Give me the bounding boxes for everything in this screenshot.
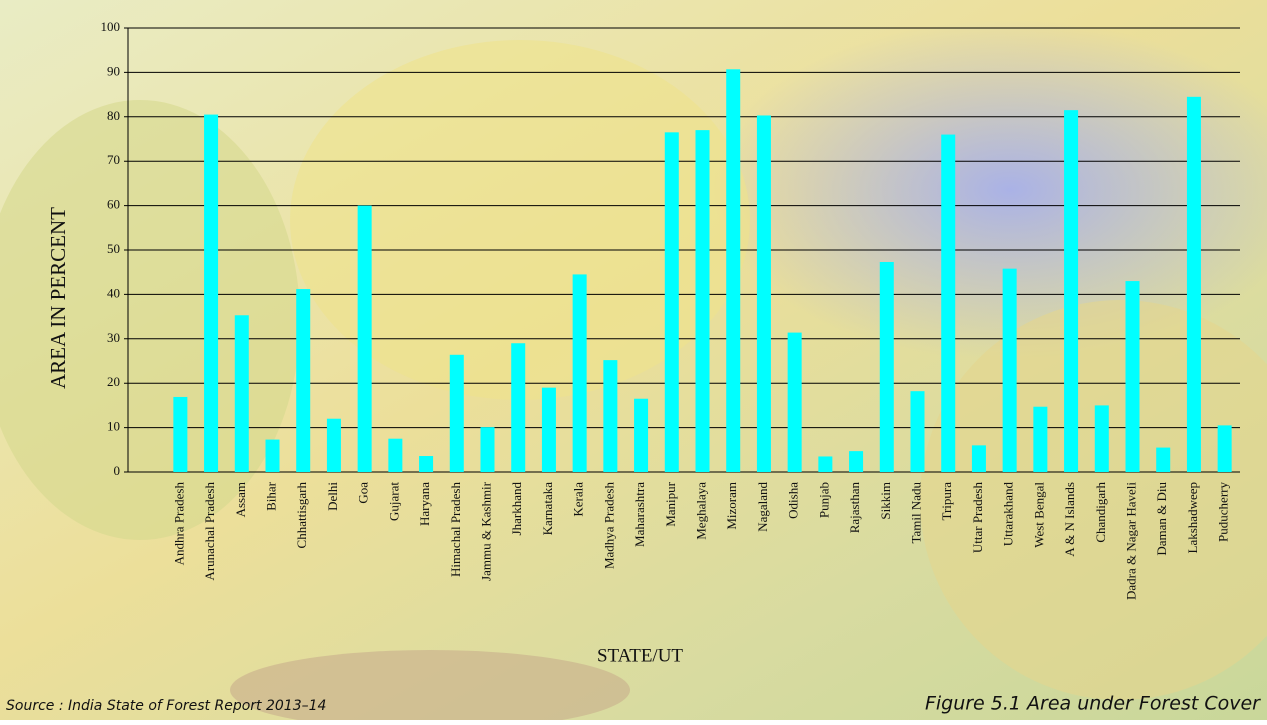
x-tick-label: Puducherry [1216, 482, 1231, 542]
bar [603, 360, 618, 472]
bar [879, 261, 894, 472]
bar [419, 456, 434, 472]
y-tick-label: 0 [114, 463, 121, 478]
y-tick-label: 80 [107, 108, 120, 123]
y-tick-label: 30 [107, 330, 120, 345]
bar [1217, 425, 1232, 472]
x-tick-label: Himachal Pradesh [448, 482, 463, 577]
bar [695, 130, 710, 472]
x-tick-label: Sikkim [878, 482, 893, 520]
bar [1064, 110, 1079, 472]
bar [234, 315, 249, 472]
caption: Figure 5.1 Area under Forest Cover [925, 693, 1261, 715]
x-tick-label: Bihar [263, 481, 278, 511]
x-tick-label: Gujarat [386, 482, 401, 521]
bar [726, 69, 741, 473]
y-tick-label: 100 [101, 19, 121, 34]
x-tick-label: Maharashtra [632, 482, 647, 547]
x-tick-label: West Bengal [1031, 482, 1046, 548]
x-axis-label: STATE/UT [597, 645, 683, 666]
bar [296, 289, 311, 472]
bar [326, 418, 341, 472]
bar [1156, 447, 1171, 472]
x-tick-label: Andhra Pradesh [171, 482, 186, 566]
y-tick-label: 60 [107, 197, 120, 212]
x-tick-label: Tripura [939, 482, 954, 521]
bar [1002, 268, 1017, 472]
x-tick-label: Uttarakhand [1001, 482, 1016, 547]
bar [388, 438, 403, 472]
bar [1033, 406, 1048, 472]
y-tick-label: 70 [107, 152, 120, 167]
ground [230, 650, 630, 725]
bar [971, 445, 986, 472]
bar [1186, 96, 1201, 472]
x-tick-label: Jharkhand [509, 482, 524, 536]
bar [173, 396, 188, 472]
x-tick-label: Kerala [571, 482, 586, 517]
bar [756, 115, 771, 472]
x-tick-label: Rajasthan [847, 482, 862, 534]
x-tick-label: Mizoram [724, 482, 739, 530]
x-tick-label: Haryana [417, 482, 432, 526]
bar [357, 205, 372, 472]
x-tick-label: Daman & Diu [1154, 482, 1169, 556]
bar [480, 427, 495, 472]
y-tick-label: 50 [107, 241, 120, 256]
x-tick-label: Goa [356, 482, 371, 504]
bar [541, 387, 556, 472]
bar [1094, 405, 1109, 472]
x-tick-label: Punjab [816, 482, 831, 518]
bar [204, 114, 219, 472]
bar [818, 456, 833, 472]
bar [941, 134, 956, 472]
y-tick-label: 10 [107, 419, 120, 434]
y-tick-label: 20 [107, 374, 120, 389]
bar [849, 451, 864, 472]
x-tick-label: Madhya Pradesh [601, 482, 616, 570]
bar [449, 354, 464, 472]
x-tick-label: Chhattisgarh [294, 482, 309, 549]
x-tick-label: Meghalaya [693, 482, 708, 540]
x-tick-label: Tamil Nadu [908, 482, 923, 544]
x-tick-label: Arunachal Pradesh [202, 482, 217, 581]
x-tick-label: Nagaland [755, 482, 770, 532]
x-tick-label: Delhi [325, 482, 340, 511]
bar [511, 343, 526, 472]
x-tick-label: Dadra & Nagar Haveli [1123, 482, 1138, 600]
bar [634, 398, 649, 472]
bar [910, 391, 925, 472]
x-tick-label: Odisha [786, 482, 801, 519]
bar [664, 132, 679, 472]
x-tick-label: Karnataka [540, 482, 555, 536]
bar [265, 439, 280, 472]
x-tick-label: Lakshadweep [1185, 482, 1200, 553]
sky [710, 20, 1267, 360]
x-tick-label: Uttar Pradesh [970, 482, 985, 554]
x-tick-label: Assam [233, 482, 248, 517]
y-tick-label: 90 [107, 63, 120, 78]
bar [1125, 281, 1140, 472]
x-tick-label: A & N Islands [1062, 482, 1077, 557]
y-axis-label: AREA IN PERCENT [46, 207, 70, 389]
x-tick-label: Manipur [663, 481, 678, 526]
foliage [290, 40, 750, 400]
foliage [0, 100, 300, 540]
bar [572, 274, 587, 472]
x-tick-label: Jammu & Kashmir [478, 481, 493, 581]
y-tick-label: 40 [107, 285, 120, 300]
x-tick-label: Chandigarh [1093, 482, 1108, 543]
source: Source : India State of Forest Report 20… [6, 698, 326, 714]
bar [787, 332, 802, 472]
